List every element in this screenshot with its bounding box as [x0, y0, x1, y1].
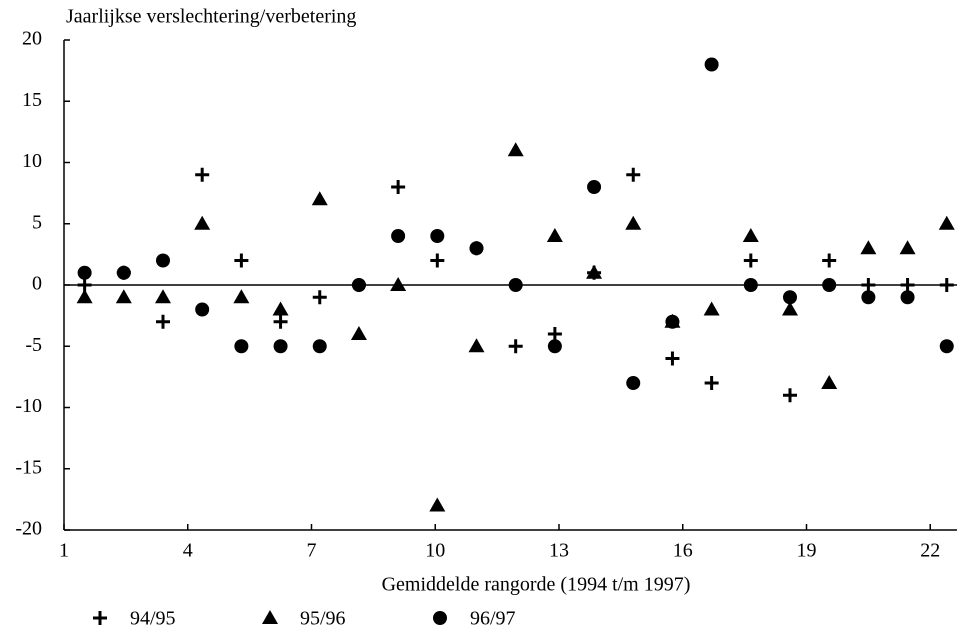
point [586, 264, 603, 279]
x-tick-label: 13 [549, 540, 569, 562]
legend-marker [433, 611, 447, 625]
x-tick-label: 19 [797, 540, 817, 562]
point [273, 339, 288, 354]
point [351, 278, 366, 292]
point [822, 278, 837, 292]
point [156, 314, 170, 329]
point [665, 314, 680, 329]
point [939, 339, 954, 354]
legend-label: 94/95 [130, 608, 176, 630]
point [704, 376, 719, 390]
x-tick-label: 7 [307, 540, 317, 562]
point [742, 228, 759, 242]
point [234, 339, 249, 354]
y-tick-label: 10 [22, 150, 42, 172]
y-tick-label: 15 [22, 89, 42, 111]
point [508, 339, 523, 354]
point [115, 289, 132, 304]
point [195, 302, 210, 317]
point [783, 388, 797, 403]
y-tick-label: 5 [32, 211, 42, 233]
point [76, 289, 93, 304]
point [625, 215, 642, 230]
point [273, 314, 288, 329]
point [861, 278, 876, 292]
point [429, 497, 446, 512]
point [391, 229, 406, 243]
point [390, 277, 407, 291]
point [861, 290, 876, 305]
point [821, 375, 838, 389]
point [312, 339, 327, 354]
point [77, 265, 92, 280]
point [468, 338, 485, 353]
point [350, 326, 367, 340]
point [233, 289, 250, 304]
point [547, 327, 562, 341]
legend-marker [93, 611, 107, 625]
legend-label: 96/97 [470, 608, 516, 630]
point [194, 215, 211, 230]
legend-label: 95/96 [300, 608, 346, 630]
point [899, 240, 916, 255]
y-tick-label: 20 [22, 28, 42, 50]
point [546, 228, 563, 242]
point [547, 339, 562, 354]
point [195, 167, 210, 182]
point [939, 278, 954, 292]
x-tick-label: 1 [59, 540, 69, 562]
x-tick-label: 16 [673, 540, 693, 562]
point [665, 351, 680, 366]
point [822, 253, 837, 268]
point [155, 289, 171, 304]
x-tick-label: 10 [425, 540, 445, 562]
x-tick-label: 22 [920, 540, 940, 562]
point [782, 301, 798, 316]
point [743, 278, 758, 292]
point [587, 180, 602, 194]
point [743, 253, 758, 268]
point [430, 229, 445, 243]
point [312, 290, 327, 305]
x-tick-label: 4 [183, 540, 193, 562]
point [703, 301, 720, 316]
point [626, 376, 641, 390]
point [156, 253, 170, 268]
point [272, 301, 289, 316]
point [469, 241, 484, 256]
point [704, 57, 719, 72]
point [900, 290, 915, 305]
x-axis-label: Gemiddelde rangorde (1994 t/m 1997) [382, 574, 691, 596]
point [116, 265, 131, 280]
y-tick-label: -5 [25, 334, 42, 356]
point [783, 290, 797, 305]
point [507, 142, 524, 157]
point [311, 191, 328, 206]
y-axis-label: Jaarlijkse verslechtering/verbetering [66, 6, 356, 28]
point [860, 240, 877, 255]
point [626, 167, 641, 182]
point [508, 278, 523, 292]
point [234, 253, 249, 268]
y-tick-label: 0 [32, 273, 42, 295]
y-tick-label: -15 [15, 456, 42, 478]
y-tick-label: -20 [15, 518, 42, 540]
point [430, 253, 445, 268]
y-tick-label: -10 [15, 395, 42, 417]
point [938, 215, 955, 230]
legend-marker [262, 610, 278, 624]
point [900, 278, 915, 292]
point [391, 180, 406, 194]
